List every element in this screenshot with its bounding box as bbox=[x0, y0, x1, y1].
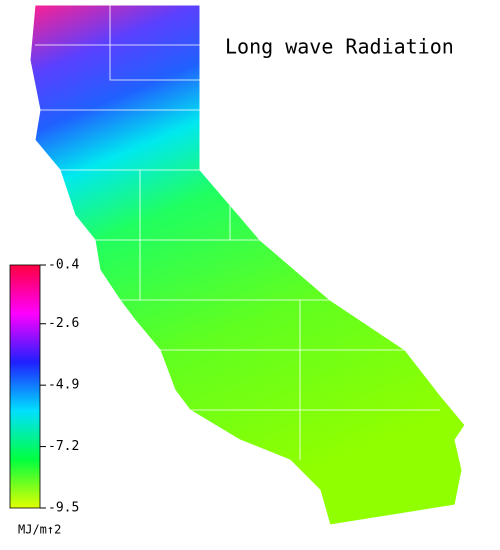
county-lines bbox=[35, 5, 440, 460]
colorbar-tick-label: -7.2 bbox=[48, 439, 79, 454]
map-title: Long wave Radiation bbox=[225, 35, 454, 59]
colorbar-tick-label: -2.6 bbox=[48, 316, 79, 331]
colorbar-tick-label: -4.9 bbox=[48, 378, 79, 393]
colorbar-tick-label: -9.5 bbox=[48, 501, 79, 516]
california-map bbox=[29, 4, 466, 526]
colorbar bbox=[9, 264, 41, 509]
colorbar-unit: MJ/m↑2 bbox=[18, 523, 61, 537]
colorbar-tick-label: -0.4 bbox=[48, 258, 79, 273]
